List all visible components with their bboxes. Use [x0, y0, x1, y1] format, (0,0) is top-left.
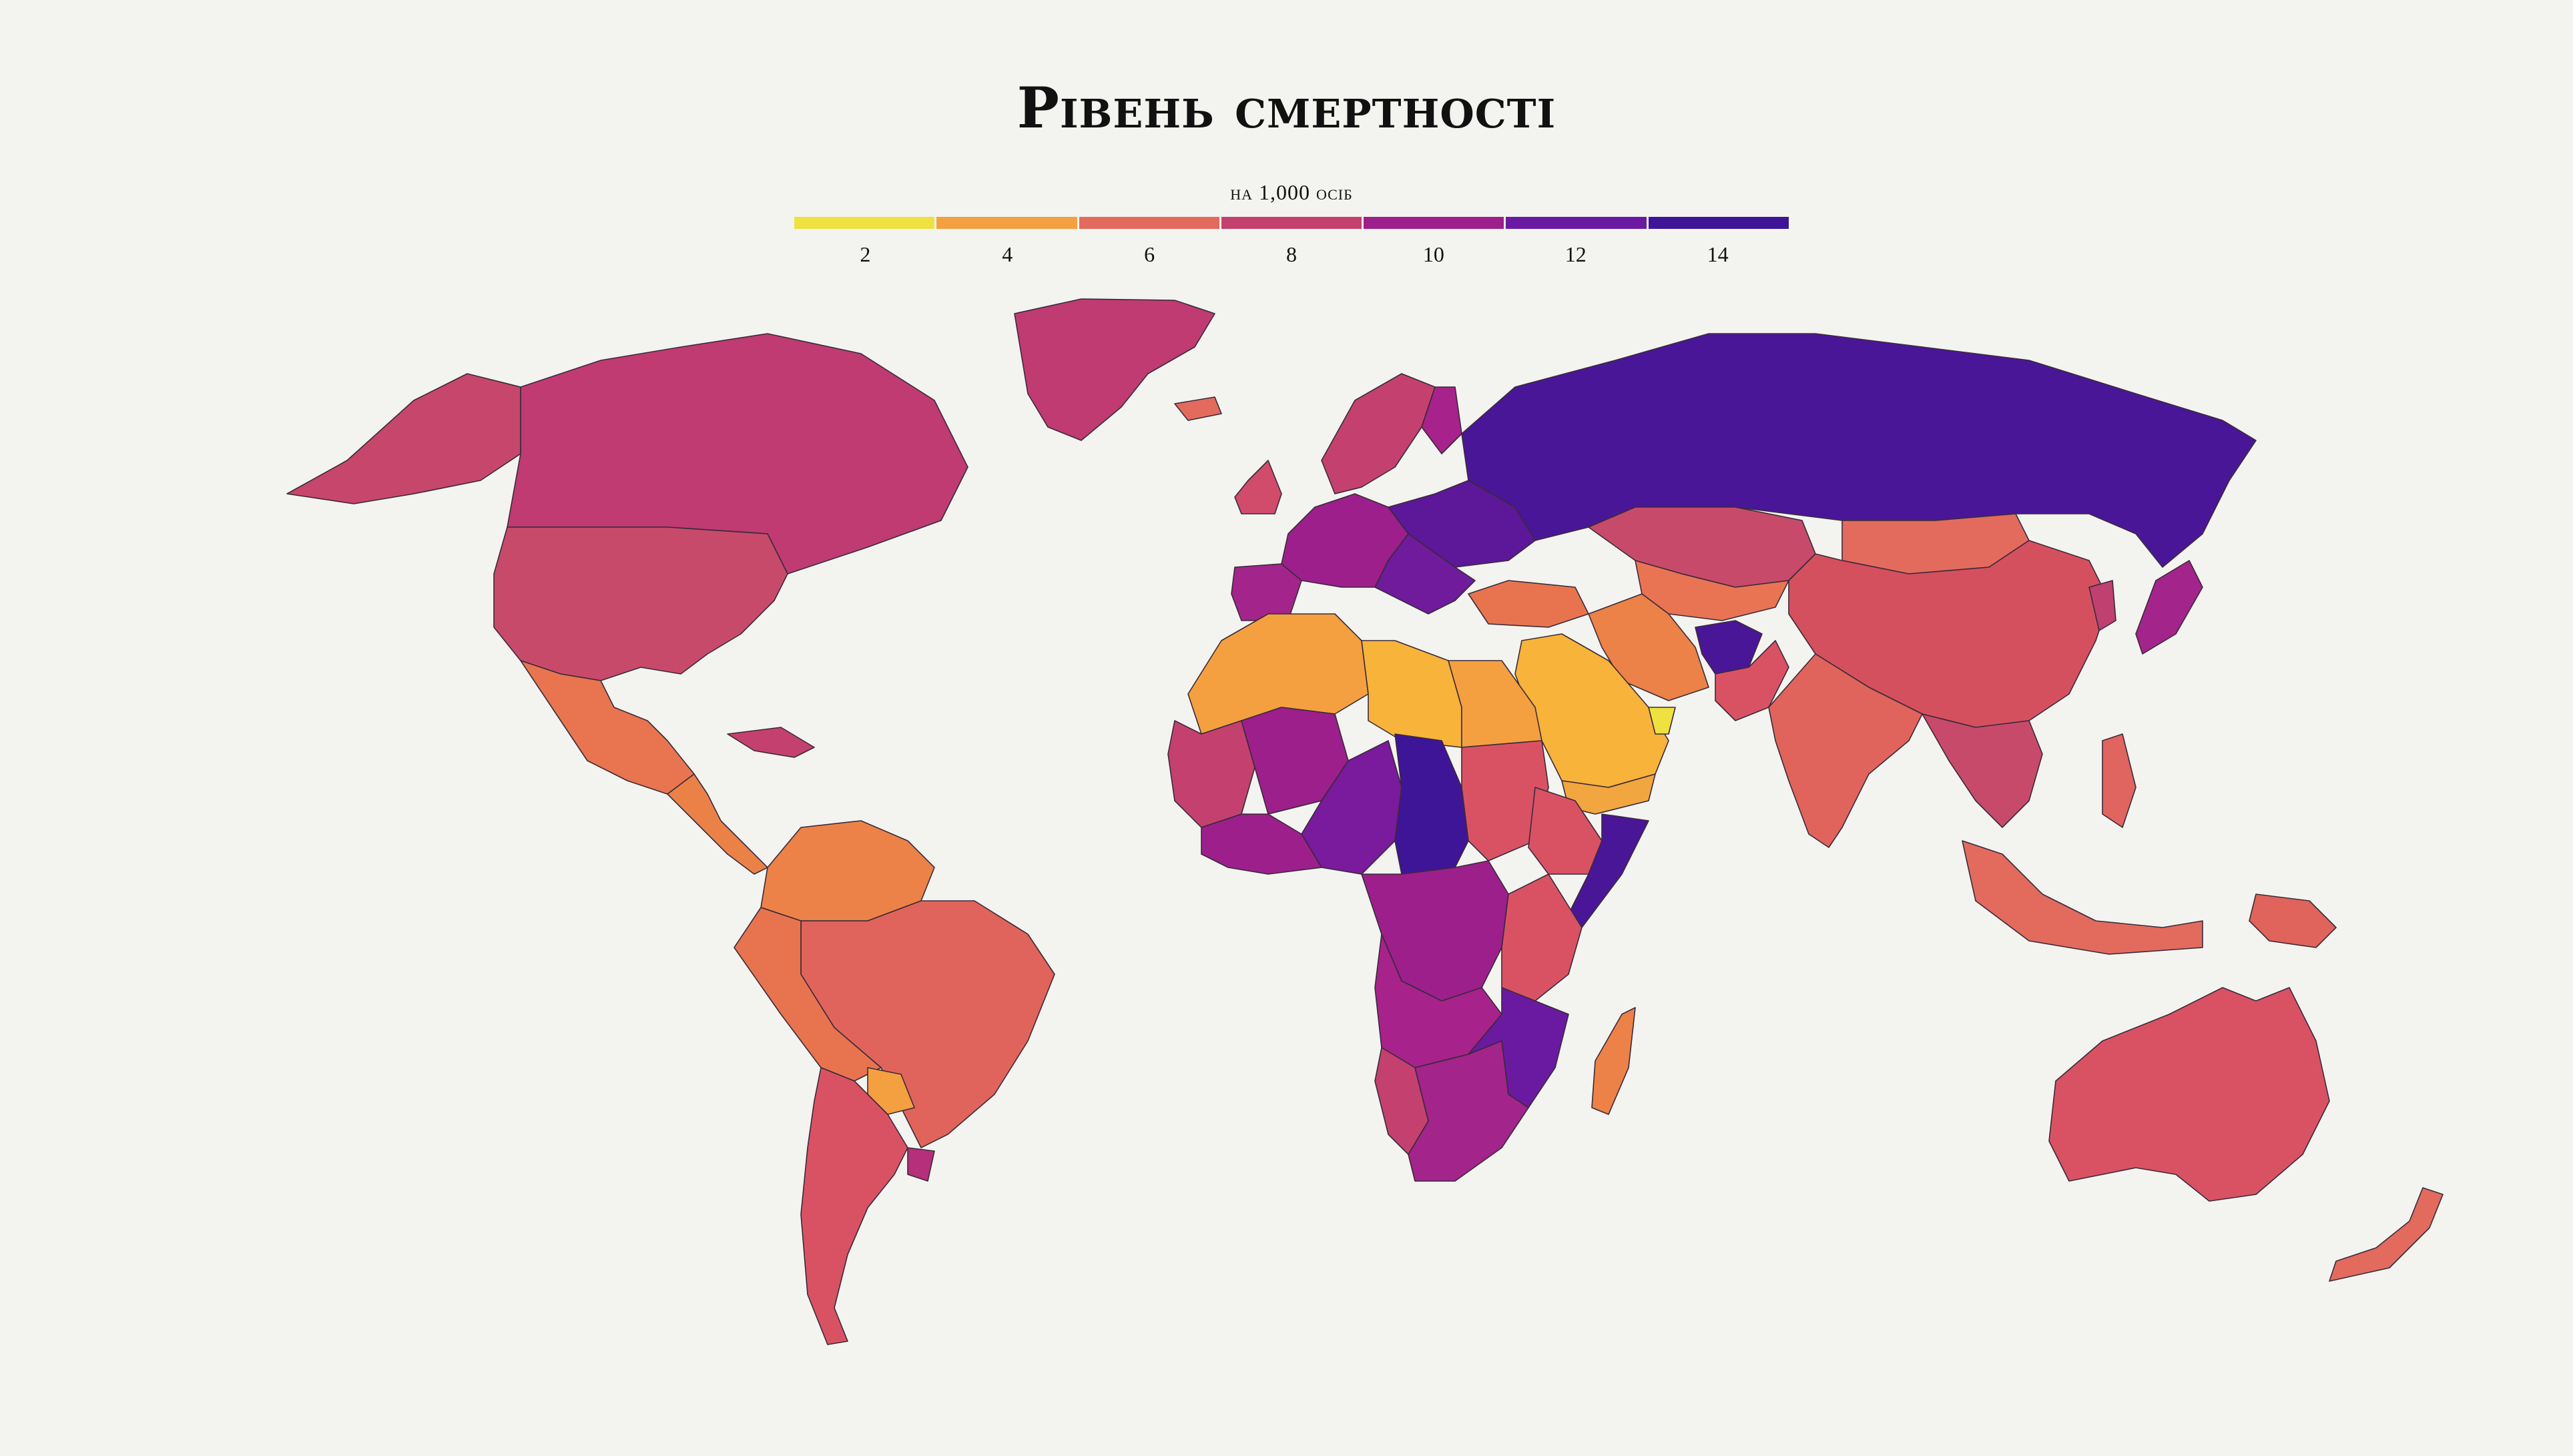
region-finland[interactable] — [1421, 386, 1462, 454]
legend-color-bar — [794, 217, 1789, 229]
legend-ticks: 2 4 6 8 10 12 14 — [794, 242, 1789, 267]
region-libya[interactable] — [1361, 640, 1462, 748]
region-alaska[interactable] — [286, 373, 521, 504]
region-new-zealand[interactable] — [2329, 1187, 2444, 1282]
map-title: Рівень смертності — [1017, 75, 1556, 141]
region-new-guinea[interactable] — [2249, 893, 2337, 948]
legend-swatch — [794, 217, 937, 229]
region-argentina-chile[interactable] — [800, 1067, 908, 1345]
region-madagascar[interactable] — [1591, 1007, 1636, 1115]
legend-tick: 8 — [1286, 242, 1297, 266]
legend-swatch — [936, 217, 1079, 229]
region-central-america[interactable] — [667, 773, 768, 875]
region-korea[interactable] — [2088, 580, 2116, 631]
legend-tick: 2 — [860, 242, 871, 266]
region-caribbean[interactable] — [727, 727, 815, 758]
region-chad-car[interactable] — [1394, 733, 1469, 875]
region-philippines[interactable] — [2102, 733, 2136, 828]
region-indonesia[interactable] — [1962, 840, 2203, 955]
region-iceland[interactable] — [1174, 396, 1222, 421]
legend-tick: 6 — [1144, 242, 1155, 266]
region-japan[interactable] — [2135, 560, 2203, 655]
region-balkans[interactable] — [1374, 533, 1476, 615]
region-west-africa-coast[interactable] — [1201, 813, 1322, 875]
region-uk-ireland[interactable] — [1234, 460, 1282, 514]
legend-swatch — [1079, 217, 1221, 229]
region-uruguay[interactable] — [907, 1147, 935, 1182]
legend-swatch — [1364, 217, 1506, 229]
legend-subtitle: на 1,000 осіб — [1230, 180, 1353, 204]
legend-swatch — [1648, 217, 1789, 229]
region-greenland[interactable] — [1014, 298, 1215, 441]
legend-tick: 14 — [1707, 242, 1729, 266]
region-east-africa[interactable] — [1501, 873, 1583, 1002]
region-pakistan[interactable] — [1715, 640, 1789, 721]
legend-swatch — [1221, 217, 1364, 229]
legend-tick: 10 — [1422, 242, 1444, 266]
region-india[interactable] — [1768, 653, 1923, 848]
region-usa[interactable] — [493, 526, 788, 681]
legend-tick: 12 — [1564, 242, 1587, 266]
legend-swatch — [1506, 217, 1649, 229]
region-uae[interactable] — [1648, 707, 1676, 735]
legend-tick: 4 — [1002, 242, 1013, 266]
region-sahel-west[interactable] — [1167, 720, 1255, 828]
region-southeast-asia[interactable] — [1922, 713, 2043, 828]
region-scandinavia[interactable] — [1321, 373, 1436, 494]
region-turkey[interactable] — [1468, 580, 1589, 628]
region-australia[interactable] — [2048, 987, 2330, 1202]
region-kazakhstan[interactable] — [1588, 506, 1816, 588]
region-sudan[interactable] — [1461, 740, 1549, 861]
region-southern-africa[interactable] — [1408, 1040, 1529, 1182]
region-mexico[interactable] — [520, 660, 695, 795]
color-legend: на 1,000 осіб 2 4 6 8 10 12 14 — [794, 180, 1789, 267]
region-paraguay[interactable] — [867, 1067, 915, 1115]
